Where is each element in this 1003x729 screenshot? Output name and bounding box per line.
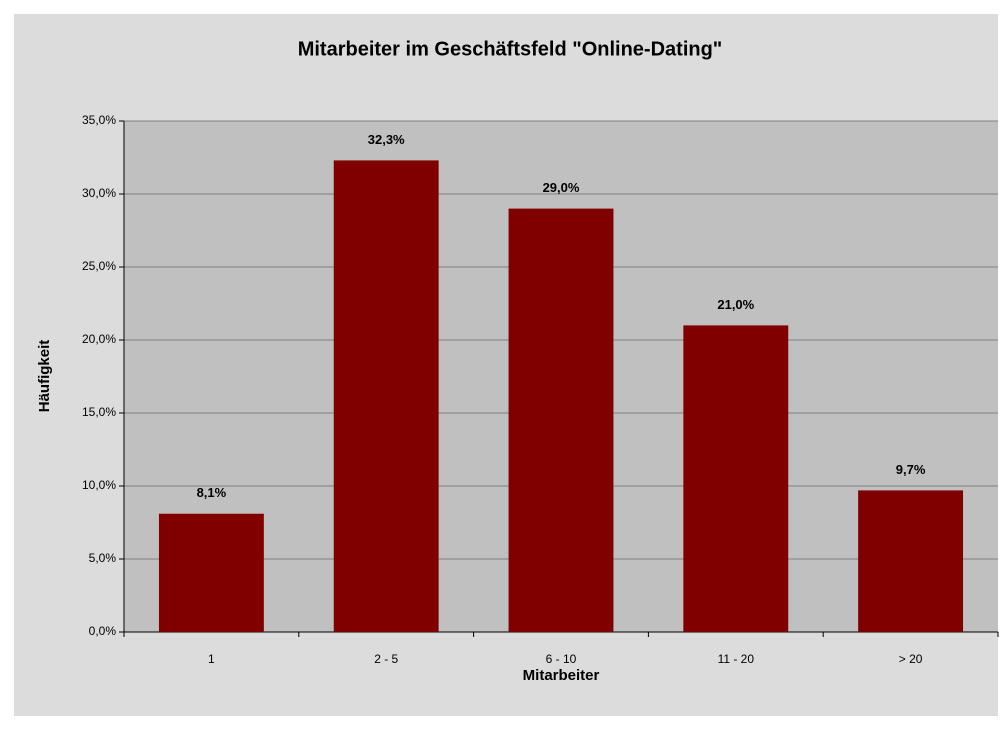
y-tick-label: 20,0% xyxy=(82,332,116,346)
bar xyxy=(508,208,614,632)
x-tick-label: 11 - 20 xyxy=(718,652,755,666)
x-tick-label: 6 - 10 xyxy=(546,652,577,666)
data-label: 8,1% xyxy=(197,485,227,500)
bar xyxy=(683,325,789,632)
data-label: 32,3% xyxy=(368,132,405,147)
data-label: 29,0% xyxy=(543,180,580,195)
y-tick-label: 5,0% xyxy=(89,551,117,565)
bar xyxy=(158,513,264,632)
bar xyxy=(858,490,964,632)
y-tick-label: 10,0% xyxy=(82,478,116,492)
y-tick-label: 30,0% xyxy=(82,186,116,200)
data-label: 9,7% xyxy=(896,462,926,477)
x-tick-label: 2 - 5 xyxy=(374,652,398,666)
x-tick-label: 1 xyxy=(208,652,215,666)
data-label: 21,0% xyxy=(717,297,754,312)
y-tick-label: 35,0% xyxy=(82,113,116,127)
chart-title: Mitarbeiter im Geschäftsfeld "Online-Dat… xyxy=(298,38,723,60)
x-tick-label: > 20 xyxy=(899,652,923,666)
y-tick-label: 25,0% xyxy=(82,259,116,273)
bar xyxy=(333,160,439,633)
y-tick-label: 0,0% xyxy=(89,624,117,638)
y-axis-title: Häufigkeit xyxy=(36,340,53,413)
y-tick-label: 15,0% xyxy=(82,405,116,419)
x-axis-title: Mitarbeiter xyxy=(523,667,600,684)
